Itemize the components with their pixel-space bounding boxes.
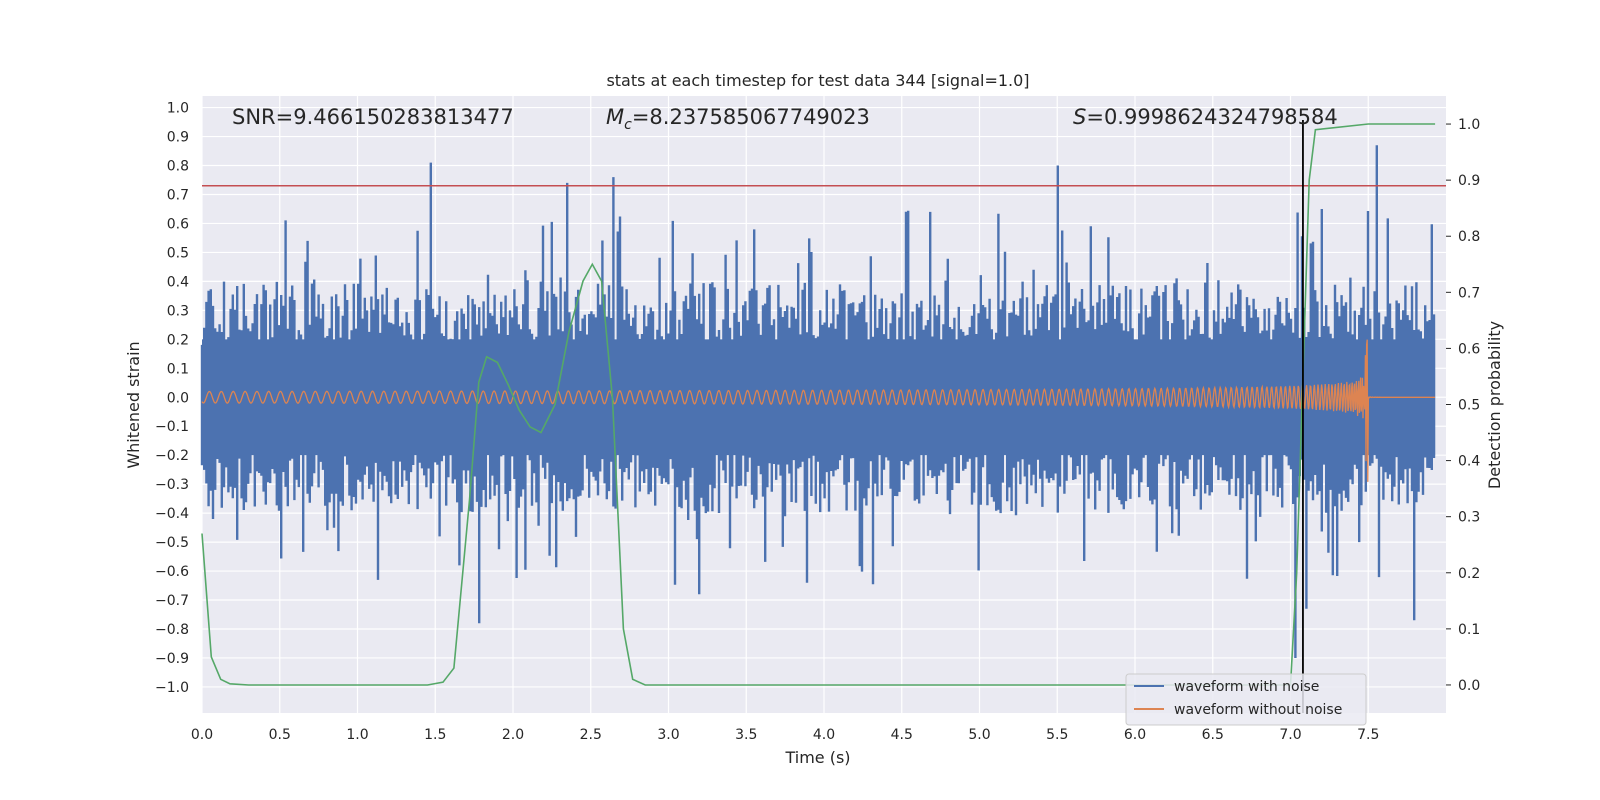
y2-tick-label: 0.4 [1458,454,1480,470]
y-tick-labels: 1.0 0.9 0.8 0.7 0.6 0.5 0.4 0.3 0.2 0.1 0.0 −0.1 −0.… [155,101,189,696]
y2-tick-labels: 1.0 0.9 0.8 0.7 0.6 0.5 0.4 0.3 0.2 0.1 0.0 [1446,117,1480,694]
y-axis-label: Whitened strain [124,341,143,468]
y2-tick-label: 0.8 [1458,229,1480,245]
x-tick-label: 2.0 [502,727,524,743]
x-tick-label: 6.5 [1202,727,1224,743]
chirp-mass-symbol: M [606,105,624,129]
x-axis-label: Time (s) [784,748,850,767]
detection-stat-annotation: S=0.9998624324798584 [1073,105,1338,129]
x-tick-label: 3.5 [735,727,757,743]
chirp-mass-annotation: Mc=8.237585067749023 [606,105,870,133]
y-tick-label: 0.9 [167,130,189,146]
y-tick-label: −0.4 [155,506,189,522]
y-tick-label: −0.9 [155,651,189,667]
y2-tick-label: 0.9 [1458,173,1480,189]
y2-tick-label: 0.0 [1458,678,1480,694]
x-tick-label: 3.0 [657,727,679,743]
y-tick-label: 0.1 [167,361,189,377]
snr-annotation: SNR=9.466150283813477 [232,105,514,129]
waveform-without-noise [201,339,1435,482]
detection-stat-value: =0.9998624324798584 [1086,105,1337,129]
y-tick-label: 0.3 [167,303,189,319]
y-tick-label: −0.3 [155,477,189,493]
y-tick-label: 0.2 [167,332,189,348]
y2-tick-label: 0.5 [1458,398,1480,414]
x-tick-label: 0.5 [269,727,291,743]
chart-title: stats at each timestep for test data 344… [606,71,1029,90]
y-tick-label: −1.0 [155,680,189,696]
x-tick-label: 2.5 [580,727,602,743]
x-tick-label: 5.5 [1046,727,1068,743]
y-tick-label: −0.7 [155,593,189,609]
x-tick-label: 5.0 [968,727,990,743]
x-tick-label: 0.0 [191,727,213,743]
y-tick-label: −0.8 [155,622,189,638]
y2-tick-label: 0.1 [1458,622,1480,638]
chirp-trace [201,339,1435,482]
y2-tick-label: 0.6 [1458,341,1480,357]
y-tick-label: 0.7 [167,187,189,203]
x-tick-label: 7.0 [1279,727,1301,743]
x-tick-label: 1.0 [346,727,368,743]
y2-tick-label: 0.3 [1458,510,1480,526]
detection-stat-symbol: S [1073,105,1086,129]
x-tick-label: 7.5 [1357,727,1379,743]
x-tick-labels: 0.0 0.5 1.0 1.5 2.0 2.5 3.0 3.5 4.0 4.5 5.0 5.5 6.0 6… [191,727,1380,743]
legend: waveform with noise waveform without noi… [1125,673,1367,726]
y2-axis-label: Detection probability [1485,321,1504,489]
legend-label-noise: waveform with noise [1174,679,1319,695]
y-tick-label: −0.6 [155,564,189,580]
y2-tick-label: 0.7 [1458,285,1480,301]
y-tick-label: 0.8 [167,159,189,175]
y-tick-label: −0.5 [155,535,189,551]
y2-tick-label: 1.0 [1458,117,1480,133]
y-tick-label: −0.2 [155,448,189,464]
chirp-mass-value: =8.237585067749023 [632,105,870,129]
legend-label-clean: waveform without noise [1174,702,1342,718]
chirp-mass-subscript: c [624,117,632,133]
x-tick-label: 6.0 [1124,727,1146,743]
y-tick-label: 0.0 [167,390,189,406]
y-tick-label: −0.1 [155,419,189,435]
x-tick-label: 4.0 [813,727,835,743]
legend-box [1125,673,1367,726]
x-tick-label: 4.5 [891,727,913,743]
y2-tick-label: 0.2 [1458,566,1480,582]
x-tick-label: 1.5 [424,727,446,743]
y-tick-label: 0.5 [167,245,189,261]
y-tick-label: 0.6 [167,216,189,232]
y-tick-label: 0.4 [167,274,189,290]
y-tick-label: 1.0 [167,101,189,117]
